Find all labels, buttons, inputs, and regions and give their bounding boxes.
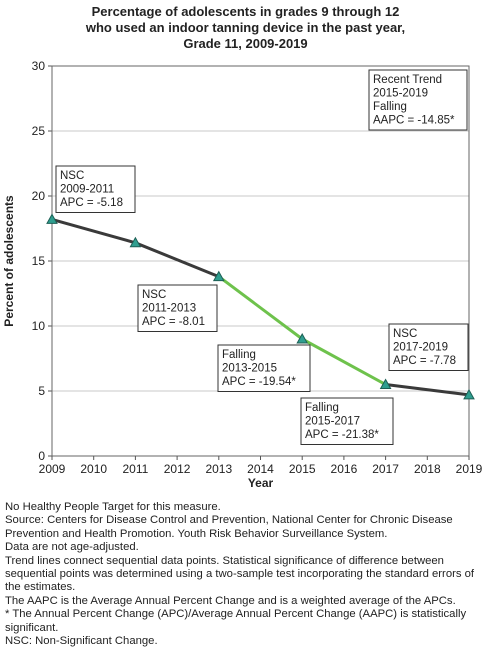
x-tick-label: 2012 <box>164 462 191 476</box>
x-tick-label: 2018 <box>414 462 441 476</box>
annotation-text: NSC <box>142 289 166 301</box>
x-tick-label: 2014 <box>247 462 274 476</box>
x-tick-label: 2016 <box>331 462 358 476</box>
chart-title-line-1: Percentage of adolescents in grades 9 th… <box>91 4 400 19</box>
x-tick-label: 2011 <box>122 462 148 476</box>
y-tick-label: 20 <box>32 189 46 203</box>
annotation-frame <box>368 69 468 131</box>
annotation-frame <box>388 323 469 371</box>
annotation-text: 2013-2015 <box>222 363 277 375</box>
annotation-text: Falling <box>373 101 407 113</box>
y-tick-label: 10 <box>32 319 46 333</box>
note-age-adjusted: Data are not age-adjusted. <box>5 541 139 554</box>
annotation-text: AAPC = -14.85* <box>373 115 455 127</box>
x-tick-label: 2009 <box>39 462 66 476</box>
data-point <box>129 236 142 248</box>
y-tick-label: 25 <box>32 124 46 138</box>
x-tick-label: 2017 <box>372 462 399 476</box>
annotation-frame <box>300 397 394 445</box>
annotation-frame <box>137 284 218 332</box>
chart-title-line-3: Grade 11, 2009-2019 <box>183 36 308 51</box>
annotation-text: 2011-2013 <box>142 303 196 315</box>
note-nsc: NSC: Non-Significant Change. <box>5 635 158 648</box>
y-tick-label: 5 <box>38 384 45 398</box>
x-tick-label: 2019 <box>456 462 483 476</box>
annotation-text: Falling <box>222 349 256 361</box>
note-aapc: The AAPC is the Average Annual Percent C… <box>5 594 456 607</box>
annotation-text: APC = -5.18 <box>60 197 123 209</box>
data-point <box>463 388 475 400</box>
annotation-text: APC = -8.01 <box>142 316 205 328</box>
data-point <box>212 270 225 282</box>
y-tick-label: 15 <box>32 254 46 268</box>
data-point <box>296 332 309 344</box>
annotation-text: 2015-2017 <box>305 416 360 428</box>
annotation-text: APC = -7.78 <box>393 355 456 367</box>
x-axis-label: Year <box>248 476 274 490</box>
note-significance: * The Annual Percent Change (APC)/Averag… <box>5 608 467 634</box>
data-point <box>379 378 392 389</box>
chart-notes: No Healthy People Target for this measur… <box>5 501 489 648</box>
x-tick-label: 2010 <box>80 462 107 476</box>
note-source: Source: Centers for Disease Control and … <box>5 514 453 540</box>
y-tick-label: 0 <box>38 449 45 463</box>
trend-line-segment <box>51 217 220 278</box>
y-axis-label: Percent of adolescents <box>2 195 16 327</box>
trend-line-segment <box>385 383 470 397</box>
annotation-text: 2015-2019 <box>373 88 428 100</box>
chart-title-line-2: who used an indoor tanning device in the… <box>85 20 406 35</box>
chart-title: Percentage of adolescents in grades 9 th… <box>0 4 491 52</box>
annotation-text: 2017-2019 <box>393 342 448 354</box>
annotation-text: APC = -21.38* <box>305 429 379 441</box>
y-tick-label: 30 <box>32 59 46 73</box>
line-chart: 0 5 10 15 20 25 30 2009 2010 2011 2012 2013 2014 2015… <box>2 59 483 490</box>
annotation-frame <box>55 165 136 213</box>
annotation-text: Recent Trend <box>373 74 442 86</box>
data-point <box>46 213 58 224</box>
annotation-text: 2009-2011 <box>60 184 114 196</box>
x-tick-label: 2015 <box>289 462 316 476</box>
annotation-frame <box>217 344 311 392</box>
note-target: No Healthy People Target for this measur… <box>5 501 221 513</box>
annotation-text: Falling <box>305 402 339 414</box>
annotation-text: NSC <box>60 170 84 182</box>
annotation-text: NSC <box>393 328 417 340</box>
note-trend-lines: Trend lines connect sequential data poin… <box>5 554 475 594</box>
annotation-text: APC = -19.54* <box>222 376 296 388</box>
x-tick-label: 2013 <box>205 462 232 476</box>
